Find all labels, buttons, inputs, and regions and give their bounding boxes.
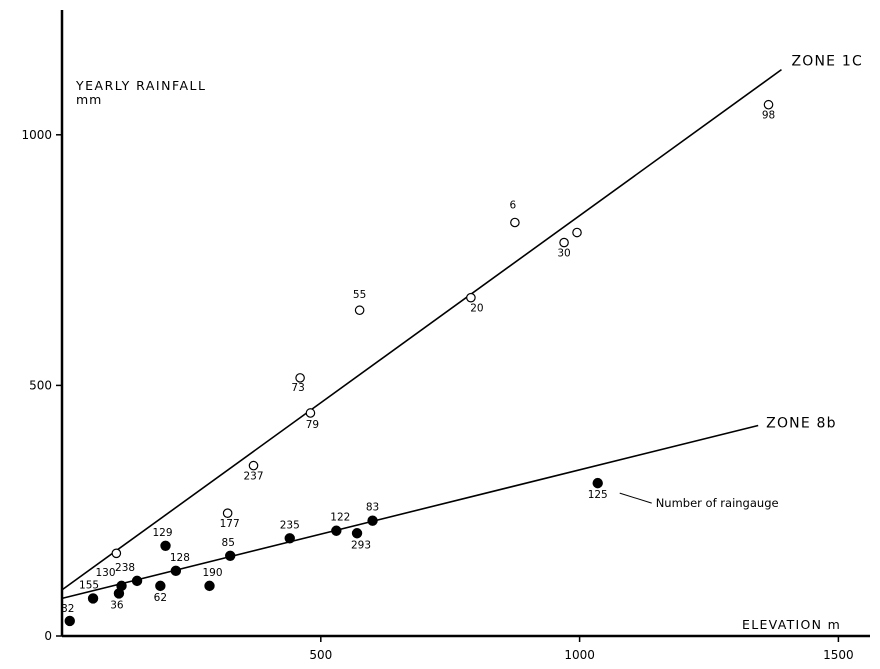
y-axis-title: YEARLY RAINFALL: [75, 78, 206, 93]
point-label: 122: [330, 512, 350, 524]
series-name-label: ZONE 8b: [766, 415, 837, 431]
annotation-group: Number of raingauge: [619, 492, 779, 510]
zone-8b-point: [155, 580, 166, 592]
y-tick-label: 1000: [21, 128, 52, 142]
zone-8b-point: [160, 540, 171, 551]
y-tick-label: 500: [29, 378, 52, 392]
series-name-label: ZONE 1C: [791, 54, 862, 70]
point-label: 83: [366, 502, 379, 514]
point-label: 85: [222, 537, 235, 549]
zone-8b-point: [64, 615, 75, 627]
x-axis-title: ELEVATION m: [742, 617, 841, 632]
data-points: 177 237 73 79 55 20 6 30 98 32 155 36 130 238 62 129 128…: [61, 99, 775, 627]
series-name-labels: ZONE 1C ZONE 8b: [766, 54, 862, 432]
zone-8b-point: [204, 580, 215, 592]
point-label: 125: [588, 489, 608, 501]
axes: [60, 10, 870, 638]
point-label: 155: [79, 579, 99, 591]
point-label: 55: [353, 289, 366, 301]
point-label: 190: [202, 567, 222, 579]
zone-8b-point: [131, 575, 143, 587]
point-label: 36: [110, 599, 124, 611]
point-label: 98: [762, 110, 775, 122]
y-tick-label: 0: [44, 629, 52, 643]
x-tick-label: 500: [309, 648, 332, 662]
zone-1c-point: [111, 548, 122, 559]
y-tick-labels: 0 500 1000: [21, 128, 62, 643]
zone-8b-point: [284, 533, 295, 544]
zone-1c-point: [510, 217, 520, 228]
fit-line-zone-1c: [61, 68, 782, 591]
annotation-leader-line: [619, 492, 652, 504]
zone-8b-point: [592, 477, 603, 489]
point-label: 6: [510, 200, 517, 212]
point-label: 73: [291, 382, 304, 394]
zone-1c-point: [354, 305, 365, 316]
fit-line-zone-8b: [61, 424, 759, 600]
point-label: 62: [154, 592, 167, 604]
fit-lines: [61, 68, 782, 600]
point-label: 79: [306, 419, 319, 431]
zone-1c-point: [295, 373, 305, 383]
zone-8b-point: [170, 565, 182, 577]
zone-8b-point: [87, 593, 99, 604]
point-label: 293: [351, 539, 371, 551]
zone-1c-point: [763, 99, 774, 110]
zone-8b-point: [331, 525, 342, 536]
point-label: 32: [61, 603, 74, 615]
x-tick-labels: 500 1000 1500: [309, 636, 854, 662]
x-tick-label: 1500: [823, 648, 854, 662]
point-label: 30: [557, 248, 570, 260]
annotation-text: Number of raingauge: [656, 496, 779, 510]
zone-1c-point: [572, 227, 582, 238]
zone-1c-point: [248, 460, 259, 471]
x-tick-label: 1000: [564, 648, 595, 662]
point-label: 20: [470, 303, 483, 315]
point-label: 177: [220, 518, 240, 530]
zone-8b-point: [116, 580, 127, 592]
zone-1c-point: [222, 508, 233, 519]
point-label: 128: [170, 552, 190, 564]
point-label: 130: [96, 567, 116, 579]
zone-8b-point: [351, 528, 363, 539]
point-label: 238: [115, 562, 135, 574]
point-label: 237: [243, 471, 263, 483]
zone-1c-point: [305, 408, 316, 418]
zone-8b-point: [225, 550, 236, 562]
zone-1c-point: [559, 237, 569, 248]
point-label: 235: [280, 519, 300, 531]
zone-8b-point: [367, 515, 378, 526]
point-label: 129: [152, 527, 172, 539]
y-axis-unit: mm: [76, 92, 102, 107]
zone-1c-point: [466, 292, 476, 303]
